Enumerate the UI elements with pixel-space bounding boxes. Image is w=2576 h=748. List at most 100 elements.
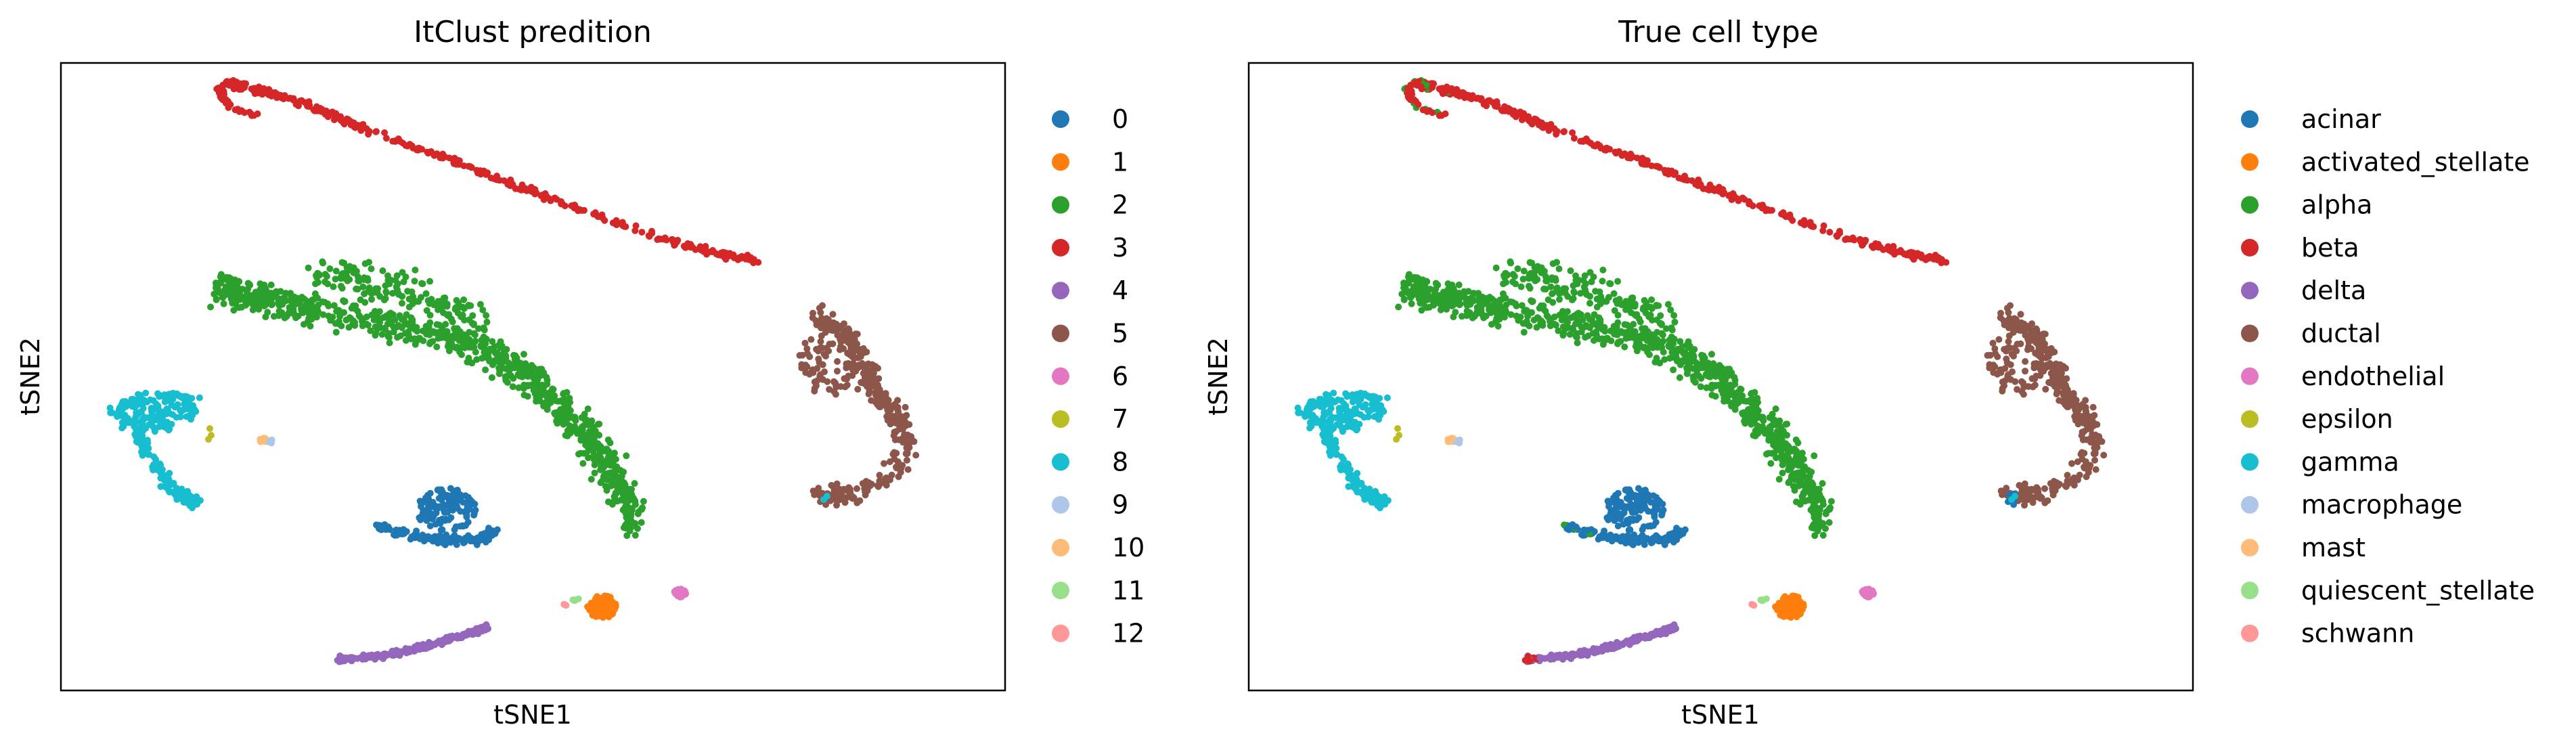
scatter-point: [2082, 397, 2089, 404]
scatter-point: [1796, 451, 1803, 458]
scatter-point: [468, 164, 475, 171]
scatter-point: [1412, 97, 1419, 105]
legend-marker: [1052, 453, 1069, 471]
scatter-point: [520, 351, 527, 358]
scatter-point: [841, 496, 848, 504]
scatter-point: [1725, 192, 1733, 200]
scatter-point: [225, 290, 231, 297]
scatter-point: [257, 286, 264, 293]
scatter-point: [1800, 481, 1807, 489]
scatter-point: [1513, 110, 1520, 117]
scatter-point: [1782, 420, 1790, 428]
scatter-point: [559, 398, 567, 405]
scatter-point: [1677, 361, 1684, 368]
scatter-point: [236, 108, 243, 115]
scatter-point: [1825, 506, 1832, 513]
scatter-point: [1466, 309, 1473, 316]
scatter-point: [1580, 137, 1587, 144]
scatter-point: [1360, 489, 1368, 496]
scatter-point: [174, 401, 181, 408]
scatter-point: [1603, 334, 1610, 342]
scatter-point: [798, 364, 805, 372]
scatter-point: [596, 431, 603, 439]
scatter-point: [346, 276, 353, 283]
scatter-point: [607, 462, 615, 469]
scatter-point: [899, 462, 906, 469]
scatter-point: [1671, 318, 1679, 326]
scatter-point: [1611, 307, 1618, 314]
scatter-point: [332, 320, 339, 327]
scatter-point: [408, 533, 416, 540]
legend-marker: [1052, 238, 1069, 257]
scatter-point: [597, 449, 604, 456]
scatter-point: [482, 366, 489, 374]
scatter-point: [1547, 283, 1555, 290]
scatter-point: [323, 273, 330, 280]
scatter-point: [2056, 481, 2063, 488]
scatter-point: [1413, 290, 1419, 297]
scatter-point: [458, 336, 465, 343]
scatter-point: [579, 430, 587, 437]
scatter-point: [2053, 391, 2060, 397]
scatter-point: [139, 449, 147, 456]
scatter-point: [495, 355, 502, 362]
scatter-point: [416, 535, 424, 542]
scatter-point: [1427, 286, 1434, 293]
scatter-point: [1888, 248, 1895, 255]
scatter-point: [830, 490, 837, 498]
scatter-point: [1628, 294, 1635, 302]
scatter-point: [1580, 324, 1588, 331]
scatter-points: [1294, 76, 2108, 665]
scatter-point: [251, 298, 259, 305]
scatter-point: [365, 131, 372, 138]
scatter-point: [303, 304, 311, 311]
scatter-point: [845, 333, 853, 340]
scatter-point: [1423, 296, 1431, 303]
scatter-point: [244, 280, 252, 287]
scatter-point: [891, 449, 898, 456]
scatter-point: [1767, 430, 1775, 437]
scatter-point: [1676, 374, 1683, 381]
scatter-point: [1667, 306, 1674, 313]
scatter-point: [518, 367, 526, 374]
scatter-point: [433, 343, 441, 351]
scatter-point: [305, 264, 312, 271]
scatter-point: [455, 299, 462, 307]
scatter-point: [463, 510, 470, 518]
scatter-point: [612, 466, 619, 473]
scatter-point: [1708, 384, 1715, 392]
scatter-point: [325, 312, 332, 320]
scatter-point: [2074, 420, 2082, 428]
scatter-point: [1741, 414, 1749, 421]
scatter-point: [475, 325, 482, 332]
scatter-point: [822, 353, 829, 360]
scatter-point: [2040, 330, 2047, 338]
scatter-point: [845, 484, 853, 491]
scatter-point: [260, 85, 267, 92]
scatter-point: [1334, 396, 1341, 403]
scatter-point: [2064, 394, 2072, 401]
scatter-point: [1580, 277, 1587, 284]
scatter-point: [1639, 334, 1647, 341]
scatter-point: [1400, 280, 1407, 286]
scatter-point: [604, 470, 611, 477]
scatter-point: [368, 265, 375, 273]
scatter-point: [700, 248, 707, 255]
legend-label: 7: [1112, 404, 1128, 434]
scatter-point: [1850, 236, 1858, 244]
scatter-point: [399, 300, 405, 307]
scatter-point: [849, 360, 857, 368]
scatter-point: [345, 267, 352, 274]
scatter-point: [856, 497, 864, 504]
scatter-point: [279, 301, 286, 308]
scatter-point: [2042, 386, 2049, 393]
scatter-point: [886, 458, 893, 466]
scatter-point: [359, 283, 367, 290]
scatter-point: [864, 369, 872, 376]
scatter-point: [453, 498, 461, 505]
scatter-point: [1502, 294, 1509, 302]
scatter-point: [1643, 299, 1650, 307]
scatter-point: [382, 288, 390, 295]
scatter-point: [728, 251, 736, 259]
scatter-point: [527, 369, 535, 376]
